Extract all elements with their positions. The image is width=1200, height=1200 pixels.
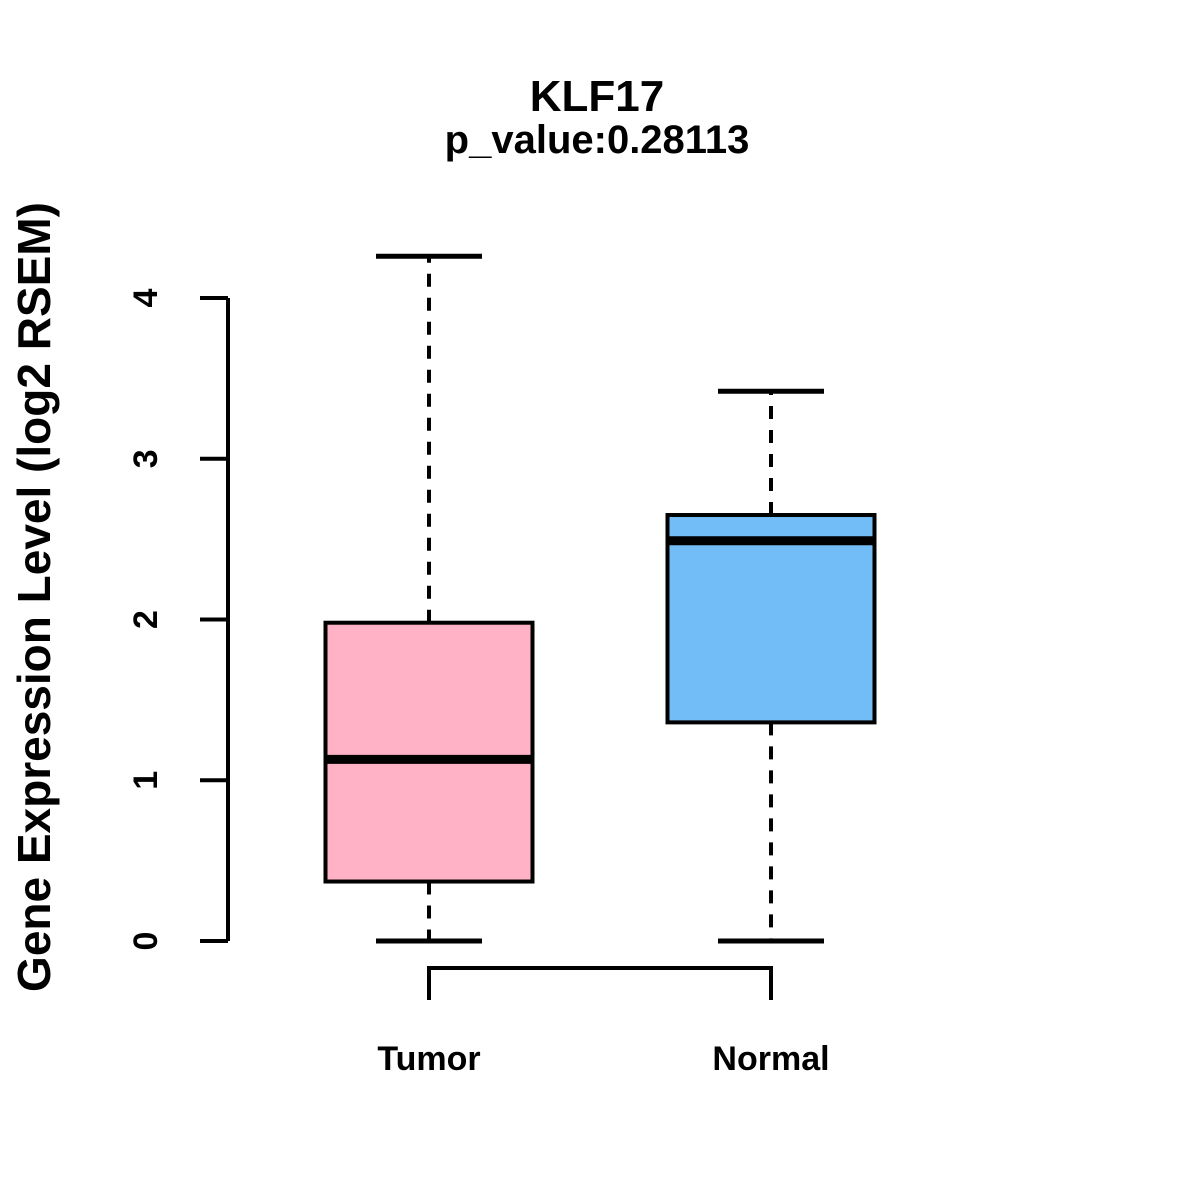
y-axis-tick-label: 4 [127, 288, 165, 307]
x-category-label-normal: Normal [712, 1040, 830, 1078]
comparison-bracket [427, 966, 773, 1000]
y-axis-tick-label: 0 [127, 932, 165, 951]
y-axis-tick-label: 2 [127, 610, 165, 629]
chart-title: KLF17 [529, 72, 665, 121]
iqr-box-normal [665, 513, 877, 725]
x-category-label-tumor: Tumor [377, 1040, 481, 1078]
chart-subtitle: p_value:0.28113 [444, 118, 750, 162]
y-axis-tick-label: 1 [127, 771, 165, 790]
iqr-box-tumor [323, 620, 535, 884]
y-axis-tick-label: 3 [127, 449, 165, 468]
